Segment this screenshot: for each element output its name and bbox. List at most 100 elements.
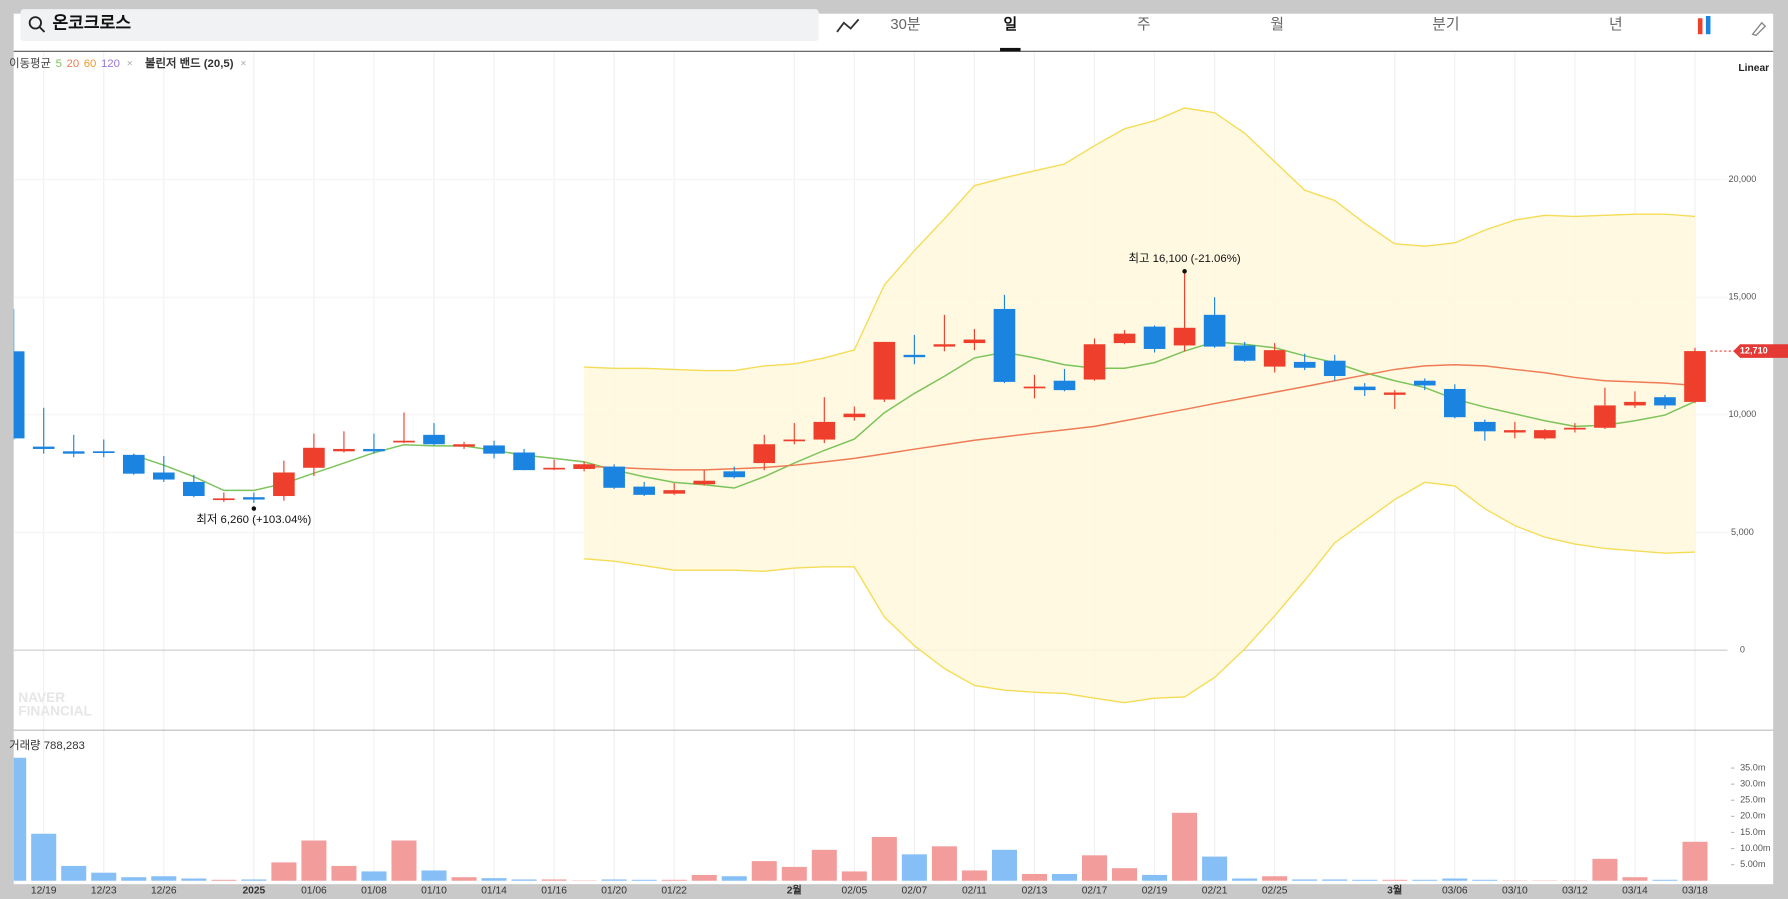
x-tick-label: 2월 (787, 884, 802, 897)
candle-body (62, 451, 85, 454)
volume-bar (871, 836, 897, 881)
x-tick-label: 02/13 (1022, 886, 1048, 897)
bollinger-fill (584, 108, 1695, 703)
candle-body (843, 413, 866, 418)
legend-text: 이동평균 (9, 57, 51, 70)
y-tick-label: 5,000 (1731, 527, 1754, 537)
x-tick-label: 02/17 (1082, 886, 1108, 897)
candle-body (1534, 430, 1556, 439)
volume-bar (1232, 878, 1258, 881)
candle-body (573, 464, 595, 469)
x-tick-label: 02/11 (962, 886, 987, 897)
volume-bar (1322, 879, 1348, 881)
candle-body (1203, 314, 1226, 347)
volume-bar (601, 879, 627, 881)
x-tick-label: 02/05 (842, 886, 868, 897)
period-tab[interactable]: 일 (1003, 16, 1017, 33)
candle-body (693, 480, 716, 485)
candle-body (993, 308, 1016, 382)
active-tab-underline (1000, 47, 1021, 52)
volume-bar (1112, 868, 1138, 881)
chart-type-icon[interactable] (1697, 18, 1703, 35)
indicator-icon[interactable] (836, 18, 860, 33)
scale-label[interactable]: Linear (1738, 63, 1769, 74)
period-tab[interactable]: 년 (1609, 16, 1623, 33)
volume-bar (121, 877, 147, 881)
edit-icon[interactable] (1751, 21, 1767, 37)
high-annotation: 최고 16,100 (-21.06%) (1129, 252, 1241, 265)
volume-bar (691, 874, 717, 881)
search-box[interactable] (20, 9, 819, 42)
volume-bar (1472, 879, 1498, 881)
legend-text: 5 (56, 58, 62, 70)
volume-bar (631, 879, 657, 881)
volume-bar (1262, 876, 1288, 881)
x-tick-label: 01/10 (421, 886, 447, 897)
candle-body (1443, 388, 1466, 418)
volume-bar (1142, 874, 1168, 881)
volume-bar (1592, 858, 1618, 881)
volume-bar (301, 840, 327, 881)
candle-body (1083, 344, 1106, 380)
volume-tick-label: 35.0m (1740, 762, 1765, 772)
candle-body (32, 446, 55, 449)
period-tab[interactable]: 월 (1270, 16, 1284, 33)
volume-bar (961, 870, 987, 881)
volume-bar (841, 871, 867, 881)
search-text[interactable]: 온코크로스 (52, 13, 131, 32)
y-tick-label: 10,000 (1728, 409, 1756, 419)
volume-tick-label: 25.0m (1740, 795, 1765, 805)
x-tick-label: 03/06 (1442, 886, 1468, 897)
candle-body (1474, 421, 1496, 432)
chart-type-icon[interactable] (1705, 15, 1711, 35)
x-tick-label: 01/22 (661, 886, 687, 897)
candle-body (333, 448, 355, 452)
volume-bar (1442, 878, 1468, 881)
search-icon (28, 16, 42, 30)
candle-body (813, 421, 836, 440)
volume-bar (721, 876, 747, 881)
candle-body (122, 454, 145, 474)
volume-bar (61, 865, 87, 881)
candle-body (903, 354, 926, 358)
x-tick-label: 12/19 (31, 886, 57, 897)
candle-body (1323, 360, 1346, 377)
volume-bar (1082, 855, 1108, 881)
candle-body (513, 452, 535, 471)
x-tick-label: 01/20 (601, 886, 627, 897)
volume-bar (1412, 879, 1438, 881)
bollinger-upper (584, 107, 1696, 372)
legend-close[interactable]: × (240, 59, 246, 70)
period-tab[interactable]: 30분 (890, 17, 920, 33)
volume-tick-label: 20.0m (1740, 811, 1765, 821)
candle-body (1413, 380, 1436, 386)
volume-bar (661, 879, 687, 881)
volume-bar (1382, 879, 1408, 881)
candle-body (213, 498, 235, 501)
candle-body (393, 440, 415, 443)
x-tick-label: 2025 (242, 886, 265, 897)
candle-body (363, 448, 385, 452)
candle-body (1383, 392, 1406, 395)
x-tick-label: 01/08 (361, 886, 387, 897)
candle-body (603, 466, 625, 488)
legend-text: 120 (101, 58, 120, 70)
candle-body (1263, 350, 1286, 367)
volume-tick-label: 30.0m (1740, 779, 1765, 789)
high-marker (1182, 269, 1187, 274)
x-tick-label: 3월 (1387, 884, 1402, 897)
legend-close[interactable]: × (127, 59, 133, 70)
volume-bar (421, 870, 447, 881)
volume-tick-label: 5.00m (1740, 859, 1765, 869)
candle-body (963, 339, 986, 344)
period-tab[interactable]: 주 (1137, 17, 1151, 33)
volume-bar (931, 846, 957, 881)
candle-body (483, 445, 505, 454)
low-annotation: 최저 6,260 (+103.04%) (196, 513, 311, 526)
candle-body (243, 497, 265, 500)
period-tab[interactable]: 분기 (1432, 16, 1459, 33)
candle-body (453, 444, 475, 447)
volume-bar (781, 866, 807, 881)
candle-body (1233, 345, 1256, 361)
